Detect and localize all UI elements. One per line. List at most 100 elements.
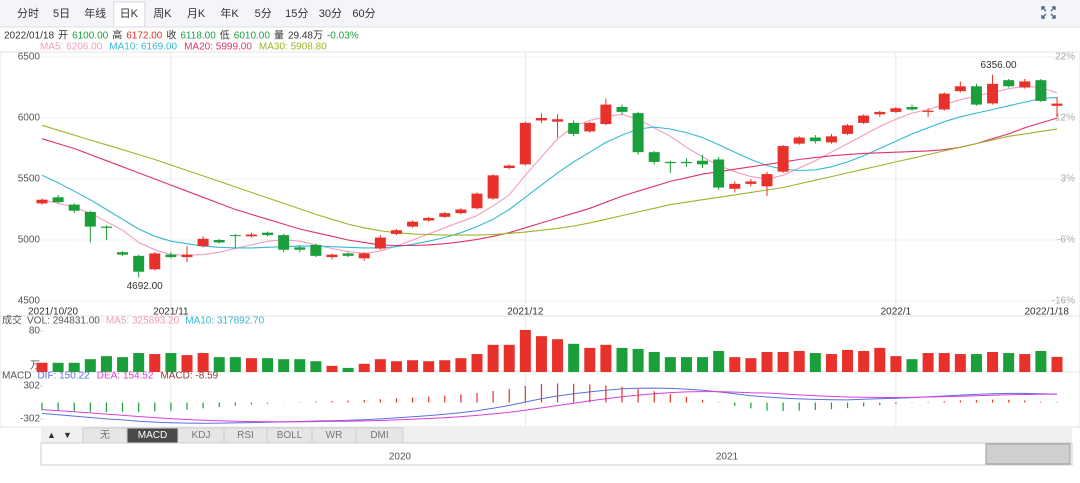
legend-item: MA10: 317892.70 [185, 316, 264, 327]
candle-body [100, 226, 112, 228]
candle-body [954, 86, 966, 92]
info-item: 6172.00 [126, 31, 163, 42]
indicator-tab[interactable]: RSI [237, 430, 254, 441]
candle-body [117, 252, 129, 255]
indicator-tab[interactable]: MACD [138, 430, 167, 441]
volume-bar [310, 361, 322, 372]
candle-body [584, 122, 596, 132]
candle-body [938, 93, 950, 110]
candle-body [1003, 80, 1015, 87]
indicator-tab[interactable]: 无 [100, 430, 110, 441]
volume-bar [874, 347, 886, 372]
legend-item: MA10: 6169.00 [109, 42, 177, 53]
tab-bar [0, 0, 1080, 27]
legend-item: MACD: -8.59 [160, 371, 218, 382]
expand-icon[interactable] [1041, 6, 1056, 19]
scroll-up[interactable]: ▲ [47, 430, 56, 440]
panel-title: MACD [2, 371, 31, 382]
annotation: 6356.00 [980, 60, 1017, 71]
x-tick-label: 2021/11 [153, 307, 189, 318]
volume-bar [197, 353, 209, 372]
volume-bar [294, 359, 306, 372]
volume-bar [600, 344, 612, 372]
candle-body [713, 159, 725, 188]
candle-body [181, 254, 193, 258]
candle-body [729, 183, 741, 189]
volume-bar [52, 362, 64, 372]
candle-body [922, 110, 934, 112]
x-tick-label: 2021/10/20 [28, 307, 78, 318]
indicator-tab[interactable]: WR [326, 430, 343, 441]
volume-bar [632, 348, 644, 372]
info-item: 量 [274, 30, 284, 42]
tab[interactable]: 年线 [84, 6, 106, 20]
candle-body [213, 240, 225, 243]
volume-bar [648, 352, 660, 372]
tab[interactable]: 15分 [285, 7, 308, 20]
indicator-tab[interactable]: BOLL [277, 430, 303, 441]
candle-body [874, 111, 886, 115]
candle-body [68, 204, 80, 211]
volume-bar [439, 360, 451, 372]
tab[interactable]: 60分 [352, 7, 375, 20]
volume-bar [245, 358, 257, 372]
candle-body [632, 113, 644, 153]
volume-bar [455, 358, 467, 372]
candle-body [149, 253, 161, 270]
tab[interactable]: 周K [153, 7, 172, 20]
tab[interactable]: 分时 [17, 7, 39, 20]
candle-body [616, 107, 628, 112]
candle-body [842, 125, 854, 134]
volume-bar [326, 365, 338, 372]
candle-body [133, 255, 145, 272]
volume-bar [1003, 353, 1015, 372]
candle-body [358, 253, 370, 259]
y2-tick-label: 22% [1055, 52, 1075, 63]
volume-bar [487, 344, 499, 372]
overview-window[interactable] [985, 443, 1071, 465]
candle-body [439, 213, 451, 217]
volume-bar [229, 357, 241, 372]
indicator-tab[interactable]: DMI [370, 430, 388, 441]
candle-body [519, 122, 531, 165]
tab[interactable]: 年K [220, 6, 239, 20]
tab[interactable]: 5日 [53, 8, 70, 20]
tab[interactable]: 5分 [255, 7, 272, 20]
plot-frame [0, 51, 1080, 428]
volume-bar [552, 339, 564, 372]
scroll-down[interactable]: ▼ [63, 430, 72, 440]
candle-body [890, 108, 902, 112]
candle-body [390, 230, 402, 234]
volume-bar [374, 359, 386, 372]
legend-item: MA5: 325893.20 [106, 316, 180, 327]
volume-bar [535, 336, 547, 372]
volume-bar [987, 352, 999, 372]
volume-bar [584, 347, 596, 372]
volume-bar [358, 363, 370, 372]
candle-body [1019, 81, 1031, 88]
candle-body [535, 118, 547, 121]
candle-body [600, 104, 612, 125]
volume-bar [36, 362, 48, 372]
volume-bar [680, 357, 692, 372]
volume-bar [165, 353, 177, 372]
candle-body [374, 237, 386, 249]
volume-bar [825, 354, 837, 372]
tab[interactable]: 月K [187, 8, 206, 20]
y-tick-label: 80 [29, 326, 41, 337]
volume-bar [697, 357, 709, 372]
volume-bar [342, 367, 354, 372]
indicator-tab[interactable]: KDJ [192, 430, 211, 441]
candle-body [197, 238, 209, 247]
tab[interactable]: 日K [120, 8, 139, 20]
candle-body [970, 86, 982, 105]
info-item: 低 [220, 29, 230, 42]
tab[interactable]: 30分 [319, 7, 342, 20]
candle-body [552, 119, 564, 122]
candle-body [809, 137, 821, 142]
volume-bar [181, 355, 193, 372]
ma-line [41, 85, 1058, 256]
indicator-tab-bg [355, 427, 404, 444]
info-item: -0.03% [327, 31, 359, 42]
